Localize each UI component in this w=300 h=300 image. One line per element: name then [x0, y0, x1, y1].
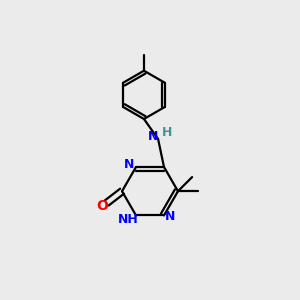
Text: H: H: [162, 126, 172, 139]
Text: N: N: [148, 130, 158, 143]
Text: N: N: [124, 158, 135, 171]
Text: N: N: [165, 210, 176, 224]
Text: O: O: [96, 199, 108, 213]
Text: NH: NH: [117, 213, 138, 226]
